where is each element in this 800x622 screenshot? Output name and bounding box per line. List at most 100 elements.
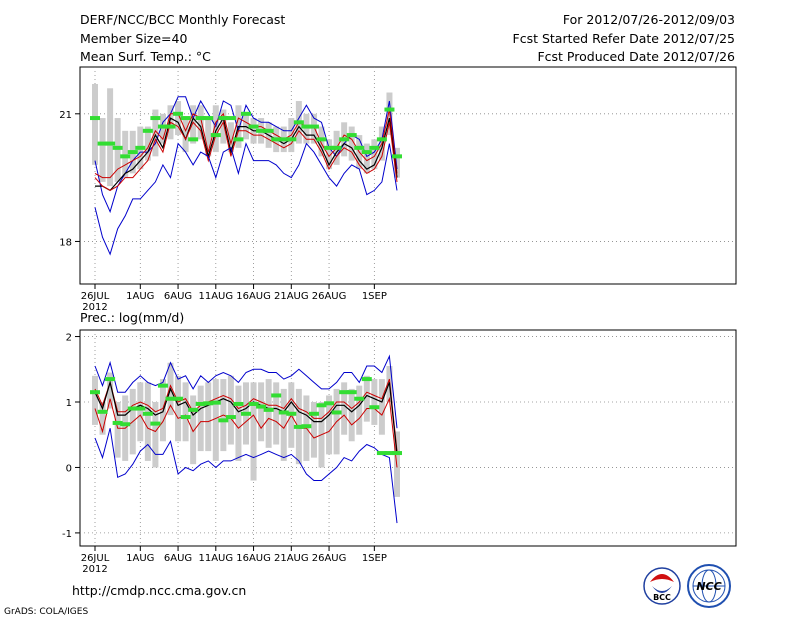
prec-spread-box — [326, 395, 333, 455]
temp-median-marker — [308, 124, 319, 129]
prec-median-marker — [392, 451, 402, 456]
prec-spread-box — [227, 375, 234, 445]
prec-median-marker — [112, 420, 123, 425]
temp-median-marker — [165, 124, 176, 129]
prec-median-marker — [105, 377, 116, 382]
prec-spread-box — [197, 385, 204, 452]
temp-median-marker — [180, 116, 191, 121]
temp-median-marker — [135, 145, 146, 150]
temp-spread-box — [212, 105, 219, 153]
prec-median-marker — [180, 415, 191, 420]
prec-xtick-label: 1SEP — [362, 553, 387, 564]
temp-year-label: 2012 — [82, 302, 107, 313]
bcc-logo-text: BCC — [653, 593, 671, 602]
prec-ytick-label: 0 — [66, 463, 72, 474]
ncc-logo: NCC — [687, 564, 731, 608]
temp-spread-box — [205, 118, 212, 157]
temp-median-marker — [195, 116, 206, 121]
prec-spread-box — [205, 382, 212, 452]
temp-median-marker — [331, 145, 342, 150]
prec-median-marker — [376, 451, 387, 456]
prec-median-marker — [233, 401, 244, 406]
prec-median-marker — [142, 411, 153, 416]
temp-median-marker — [346, 133, 357, 138]
prec-xtick-label: 6AUG — [164, 553, 192, 564]
temp-median-marker — [210, 133, 221, 138]
prec-spread-box — [258, 382, 265, 442]
temp-spread-box — [175, 101, 182, 136]
temp-median-marker — [263, 128, 274, 133]
temp-median-marker — [369, 145, 380, 150]
temp-plot-frame — [79, 66, 737, 285]
bcc-logo-ring — [643, 567, 681, 605]
prec-xtick-label: 26JUL — [81, 553, 110, 564]
prec-median-marker — [346, 390, 357, 395]
temp-median-marker — [316, 137, 327, 142]
prec-median-marker — [173, 396, 184, 401]
prec-median-marker — [369, 405, 380, 410]
prec-median-marker — [165, 396, 176, 401]
temp-median-marker — [188, 137, 199, 142]
prec-median-marker — [256, 404, 267, 409]
prec-median-marker — [293, 424, 304, 429]
forecast-period: For 2012/07/26-2012/09/03 — [563, 12, 735, 27]
temp-spread-box — [363, 143, 370, 174]
variable-label: Mean Surf. Temp.: °C — [80, 49, 211, 64]
temp-median-marker — [376, 137, 387, 142]
ncc-logo-text: NCC — [696, 580, 721, 593]
precipitation-panel: 26JUL 1AUG 6AUG 11AUG 16AUG 21AUG 26AUG 1SEP201… — [62, 329, 737, 575]
prec-q3-line — [94, 378, 398, 452]
prec-xtick-label: 1AUG — [126, 553, 154, 564]
temp-median-marker — [241, 111, 251, 116]
temp-spread-box — [371, 139, 378, 170]
member-size-label: Member Size=40 — [80, 31, 187, 46]
prec-median-marker — [354, 396, 365, 401]
temp-median-marker — [384, 107, 395, 112]
temp-median-marker — [233, 137, 244, 142]
produced-date: Fcst Produced Date 2012/07/26 — [537, 49, 735, 64]
temp-xtick-label: 11AUG — [198, 291, 233, 302]
prec-spread-box — [92, 375, 98, 425]
temp-q3-line — [94, 109, 398, 179]
temp-spread-box — [92, 84, 98, 165]
prec-median-marker — [225, 415, 236, 420]
temp-xtick-label: 21AUG — [274, 291, 309, 302]
temp-median-marker — [271, 137, 282, 142]
temp-spread-box — [114, 118, 121, 182]
prec-median-marker — [301, 424, 312, 429]
bcc-logo: BCC — [643, 567, 681, 605]
prec-median-marker — [90, 390, 100, 395]
prec-spread-box — [310, 402, 317, 458]
prec-spread-box — [152, 402, 159, 468]
prec-median-marker — [127, 406, 138, 411]
temp-median-marker — [150, 116, 161, 121]
temp-spread-box — [348, 126, 355, 161]
prec-median-marker — [188, 407, 199, 412]
temp-spread-box — [394, 147, 400, 178]
prec-spread-box — [107, 372, 114, 409]
temp-spread-box — [326, 139, 333, 170]
temp-median-marker — [127, 150, 138, 155]
prec-spread-box — [212, 379, 219, 461]
temp-median-marker — [218, 116, 229, 121]
temp-spread-box — [107, 88, 114, 187]
prec-median-marker — [361, 377, 372, 382]
temp-median-marker — [256, 128, 267, 133]
temp-median-marker — [173, 111, 184, 116]
prec-median-marker — [135, 406, 146, 411]
prec-xtick-label: 21AUG — [274, 553, 309, 564]
temp-spread-box — [227, 122, 234, 153]
bcc-logo-swirl-red — [650, 574, 674, 582]
temp-median-marker — [112, 145, 123, 150]
prec-spread-box — [356, 385, 363, 435]
temp-median-marker — [120, 154, 131, 159]
temp-median-marker — [90, 116, 100, 121]
prec-spread-box — [114, 402, 121, 458]
prec-median-marker — [203, 401, 214, 406]
prec-ytick-label: 1 — [66, 398, 72, 409]
prec-spread-box — [378, 379, 385, 435]
figure-title: DERF/NCC/BCC Monthly Forecast — [80, 12, 285, 27]
prec-spread-box — [190, 395, 197, 465]
prec-spread-box — [273, 382, 280, 445]
prec-plot-frame — [79, 329, 737, 547]
